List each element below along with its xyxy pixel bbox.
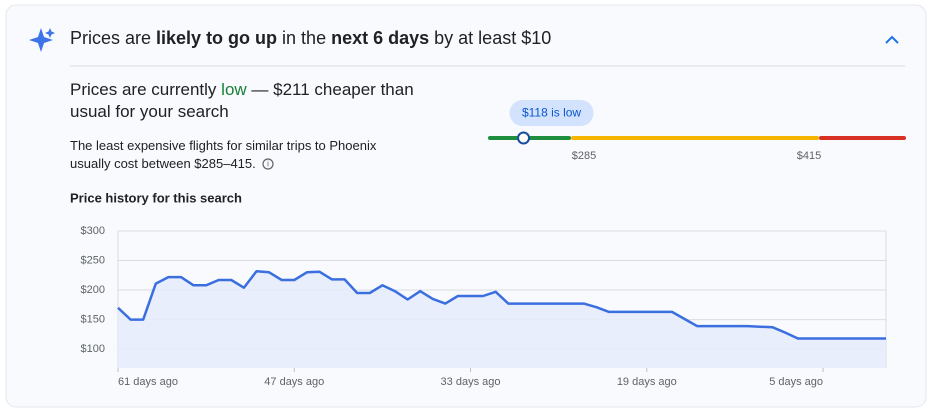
y-tick-label: $100 xyxy=(81,343,105,355)
chart-title: Price history for this search xyxy=(70,190,242,205)
x-tick-label: 47 days ago xyxy=(264,376,324,388)
y-tick-label: $200 xyxy=(81,284,105,296)
description: The least expensive flights for similar … xyxy=(70,138,377,171)
x-tick-label: 19 days ago xyxy=(617,376,677,388)
collapse-chevron[interactable] xyxy=(885,35,899,44)
price-gauge: $285 $415 $118 is low xyxy=(488,100,906,162)
x-tick-label: 33 days ago xyxy=(441,376,501,388)
gauge-threshold-label: $415 xyxy=(797,150,821,162)
sparkle-icon xyxy=(29,28,53,52)
price-area xyxy=(118,271,886,368)
badge-text: $118 is low xyxy=(522,106,581,120)
info-icon-glyph: i xyxy=(267,160,269,169)
info-icon[interactable] xyxy=(262,158,274,170)
summary-part: low xyxy=(221,80,247,99)
header-part: in the xyxy=(277,28,332,48)
x-tick-label: 5 days ago xyxy=(769,376,823,388)
header-text: Prices are likely to go up in the next 6… xyxy=(70,28,551,49)
x-tick-label: 61 days ago xyxy=(118,376,178,388)
sparkle-icon-small xyxy=(45,28,55,38)
header-part: next 6 days xyxy=(331,28,430,48)
header-part: likely to go up xyxy=(156,28,278,48)
summary-part: — $211 cheaper than usual for your searc… xyxy=(70,80,414,121)
header-part: by at least $10 xyxy=(429,28,552,48)
price-history-chart: $100 $150 $200 $250 $300 61 days ago 47 days a… xyxy=(81,225,887,388)
y-tick-label: $150 xyxy=(81,313,105,325)
summary-text: Prices are currently low — $211 cheaper … xyxy=(70,79,450,123)
y-tick-label: $250 xyxy=(81,254,105,266)
badge-background xyxy=(509,100,594,126)
gauge-threshold-label: $285 xyxy=(572,150,596,162)
header-part: Prices are xyxy=(70,28,157,48)
summary-part: Prices are currently xyxy=(70,80,222,99)
y-tick-label: $300 xyxy=(81,225,105,237)
gauge-marker xyxy=(517,131,531,145)
price-line xyxy=(117,269,886,340)
